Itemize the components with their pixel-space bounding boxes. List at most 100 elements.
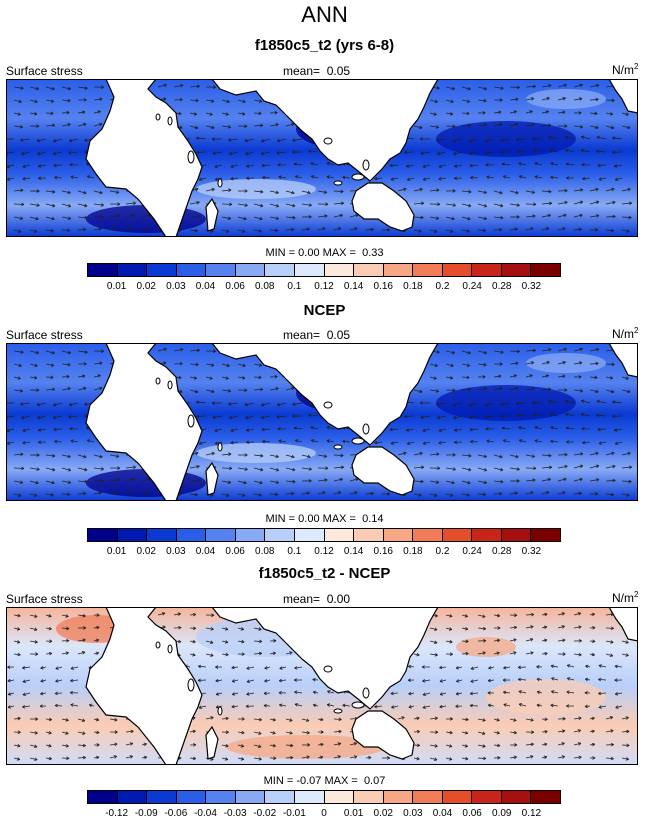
colorbar-swatch [501,264,532,276]
colorbar-tick-label: 0.12 [314,281,334,292]
colorbar-swatch [294,529,325,541]
figure-title: ANN [301,2,348,27]
unit-label: N/m2 [612,590,639,605]
colorbar-swatch [413,791,443,803]
colorbar-swatch [88,791,118,803]
colorbar-swatch [147,791,177,803]
colorbar-tick-label: 0.06 [225,281,245,292]
colorbar-swatch [442,264,473,276]
colorbar-tick-label: -0.03 [223,808,247,819]
min-max-readout: MIN = 0.00 MAX = 0.33 [265,247,384,259]
colorbar-tick-label: 0.06 [462,808,482,819]
colorbar [87,790,561,804]
colorbar-swatch [206,264,236,276]
colorbar-swatch [265,529,295,541]
colorbar-swatch [472,529,502,541]
colorbar-tick-label: 0.24 [462,546,482,557]
unit-label: N/m2 [612,326,639,341]
colorbar-tick-label: 0.16 [373,546,393,557]
colorbar-tick-label: -0.04 [194,808,217,819]
field-label: Surface stress [6,592,83,606]
colorbar-tick-label: 0.32 [521,281,542,292]
colorbar [87,263,561,277]
colorbar-swatch [383,529,414,541]
colorbar-swatch [383,791,414,803]
colorbar-swatch [354,791,384,803]
colorbar-tick-label: 0.03 [166,281,186,292]
colorbar-tick-label: 0.01 [106,546,127,557]
colorbar-tick-label: 0.04 [195,281,216,292]
colorbar-tick-label: 0.1 [287,281,302,292]
colorbar-tick-label: 0.12 [521,808,542,819]
colorbar-swatch [147,264,177,276]
colorbar-tick-label: 0.16 [373,281,393,292]
colorbar-swatch [294,791,325,803]
colorbar-swatch [472,791,502,803]
colorbar-tick-label: 0.09 [492,808,512,819]
colorbar-swatch [147,529,177,541]
colorbar-ticks: -0.12 -0.09 -0.06 -0.04 -0.03 -0.02 -0.01 0 0.01… [87,808,561,822]
mean-readout: mean= 0.00 [283,592,351,606]
colorbar-swatch [206,791,236,803]
colorbar-swatch [176,529,207,541]
colorbar-swatch [501,791,532,803]
colorbar-swatch [531,529,560,541]
panel-title: f1850c5_t2 (yrs 6-8) [254,37,395,54]
colorbar-tick-label: 0.03 [166,546,186,557]
colorbar-ticks: 0.01 0.02 0.03 0.04 0.06 0.08 0.1 0.12 0.14 0.16 0… [87,281,561,295]
colorbar-tick-label: 0.14 [343,546,364,557]
colorbar-swatch [176,791,207,803]
colorbar-swatch [88,264,118,276]
map-diff [6,607,638,765]
colorbar-tick-label: 0.08 [255,281,275,292]
colorbar-swatch [531,791,560,803]
field-label: Surface stress [6,64,83,78]
colorbar-swatch [117,529,148,541]
panel-title: NCEP [303,302,346,319]
colorbar-tick-label: -0.01 [282,808,306,819]
colorbar-tick-label: 0.08 [255,546,275,557]
colorbar-swatch [383,264,414,276]
colorbar-swatch [324,529,355,541]
mean-readout: mean= 0.05 [283,64,351,78]
colorbar-tick-label: 0 [321,808,327,819]
colorbar-swatch [501,529,532,541]
colorbar-swatch [117,791,148,803]
colorbar-swatch [413,529,443,541]
colorbar-swatch [442,529,473,541]
colorbar-swatch [117,264,148,276]
colorbar-tick-label: 0.02 [136,281,156,292]
colorbar-tick-label: 0.1 [287,546,302,557]
unit-label: N/m2 [612,62,639,77]
mean-readout: mean= 0.05 [283,328,351,342]
colorbar-swatch [265,791,295,803]
colorbar-swatch [235,529,266,541]
colorbar-tick-label: 0.28 [492,546,512,557]
colorbar-tick-label: 0.2 [435,281,450,292]
field-label: Surface stress [6,328,83,342]
colorbar-tick-label: 0.01 [106,281,127,292]
colorbar-tick-label: 0.18 [403,281,423,292]
colorbar-swatch [324,791,355,803]
colorbar-tick-label: 0.03 [403,808,423,819]
colorbar-tick-label: 0.02 [373,808,393,819]
colorbar-tick-label: 0.02 [136,546,156,557]
colorbar-tick-label: 0.06 [225,546,245,557]
colorbar-swatch [442,791,473,803]
colorbar-tick-label: 0.01 [343,808,364,819]
colorbar-tick-label: -0.09 [134,808,158,819]
colorbar-tick-label: 0.28 [492,281,512,292]
min-max-readout: MIN = 0.00 MAX = 0.14 [265,513,384,525]
min-max-readout: MIN = -0.07 MAX = 0.07 [263,775,386,787]
colorbar-tick-label: 0.2 [435,546,450,557]
colorbar-swatch [472,264,502,276]
colorbar-ticks: 0.01 0.02 0.03 0.04 0.06 0.08 0.1 0.12 0.14 0.16 0… [87,546,561,560]
colorbar-tick-label: 0.04 [432,808,453,819]
colorbar-swatch [354,529,384,541]
colorbar [87,528,561,542]
colorbar-tick-label: -0.02 [253,808,277,819]
colorbar-swatch [294,264,325,276]
colorbar-tick-label: 0.32 [521,546,542,557]
colorbar-tick-label: -0.12 [105,808,129,819]
colorbar-swatch [413,264,443,276]
